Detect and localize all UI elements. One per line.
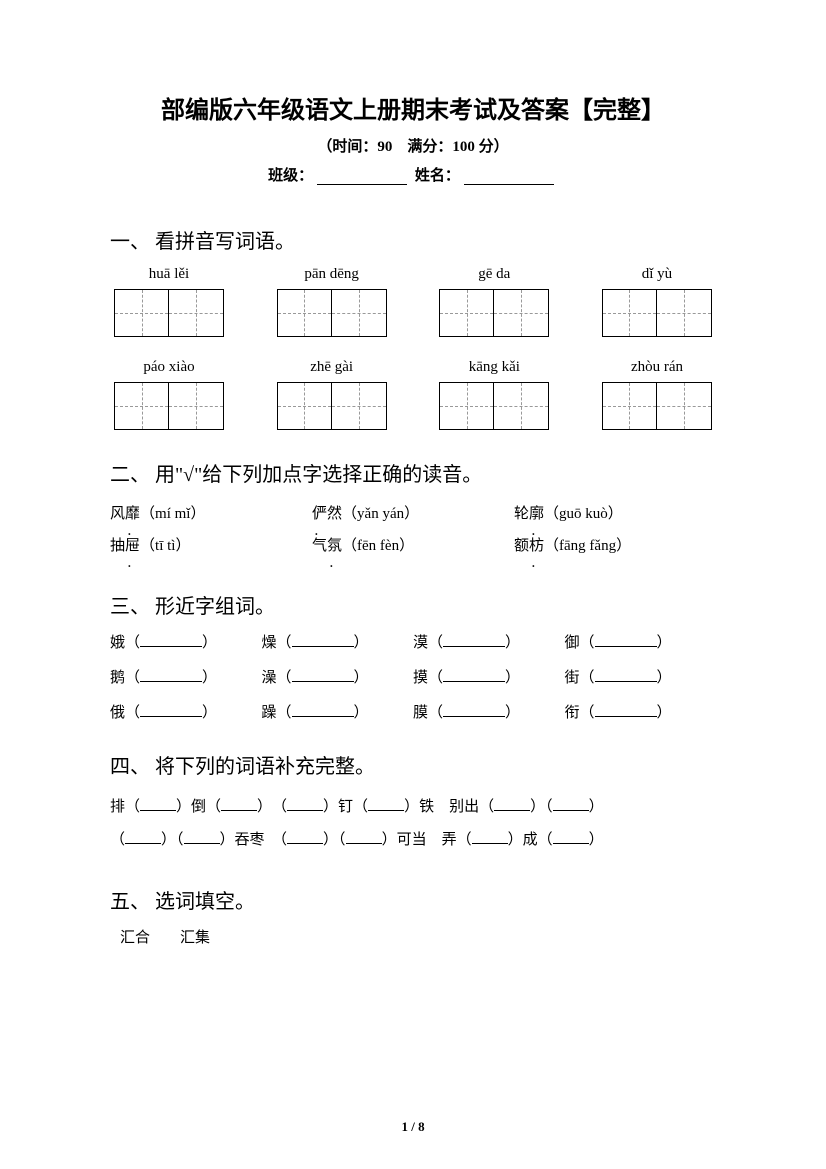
fill-blank[interactable] (443, 703, 505, 717)
fill-blank[interactable] (443, 633, 505, 647)
section-2-heading: 二、 用"√"给下列加点字选择正确的读音。 (110, 458, 716, 487)
pinyin-label: kāng kǎi (439, 359, 549, 376)
q3-item: 俄（） (110, 701, 262, 722)
char-box[interactable] (602, 289, 712, 337)
fill-blank[interactable] (292, 703, 354, 717)
fill-blank[interactable] (292, 668, 354, 682)
name-label: 姓名： (415, 168, 460, 184)
q5-words: 汇合 汇集 (120, 926, 716, 947)
q2-item: 轮廓（guō kuò） (514, 499, 716, 531)
fill-blank[interactable] (287, 830, 323, 844)
fill-blank[interactable] (472, 830, 508, 844)
q3-item: 摸（） (413, 666, 565, 687)
name-blank[interactable] (464, 169, 554, 185)
q2-row-1: 风靡（mí mǐ） 俨然（yǎn yán） 轮廓（guō kuò） (110, 499, 716, 531)
q3-row: 俄（） 躁（） 膜（） 衔（） (110, 701, 716, 722)
fill-blank[interactable] (346, 830, 382, 844)
char-box[interactable] (439, 289, 549, 337)
fill-blank[interactable] (140, 668, 202, 682)
pinyin-label: gē da (439, 266, 549, 283)
fill-blank[interactable] (595, 633, 657, 647)
student-meta: 班级： 姓名： (110, 164, 716, 185)
q3-item: 燥（） (262, 631, 414, 652)
char-box[interactable] (114, 289, 224, 337)
q3-item: 膜（） (413, 701, 565, 722)
pinyin-label: zhòu rán (602, 359, 712, 376)
section-5-heading: 五、 选词填空。 (110, 885, 716, 914)
fill-blank[interactable] (140, 703, 202, 717)
page-sep: / (408, 1119, 418, 1134)
q3-item: 躁（） (262, 701, 414, 722)
char-box-row-1 (110, 289, 716, 337)
char-box-row-2 (110, 382, 716, 430)
fill-blank[interactable] (368, 797, 404, 811)
pinyin-label: dǐ yù (602, 266, 712, 283)
fill-blank[interactable] (125, 830, 161, 844)
q2-row-2: 抽屉（tī tì） 气氛（fēn fèn） 额枋（fāng fǎng） (110, 531, 716, 563)
char-box[interactable] (277, 289, 387, 337)
q3-item: 娥（） (110, 631, 262, 652)
q4-line-2: （）（）吞枣 （）（）可当 弄（）成（） (110, 824, 716, 857)
q3-item: 鹅（） (110, 666, 262, 687)
pinyin-label: zhē gài (277, 359, 387, 376)
exam-subtitle: （时间：90 满分：100 分） (110, 135, 716, 156)
pinyin-row-2: páo xiào zhē gài kāng kǎi zhòu rán (110, 359, 716, 376)
section-3-heading: 三、 形近字组词。 (110, 590, 716, 619)
pinyin-label: páo xiào (114, 359, 224, 376)
fill-blank[interactable] (443, 668, 505, 682)
fill-blank[interactable] (595, 668, 657, 682)
char-box[interactable] (602, 382, 712, 430)
char-box[interactable] (114, 382, 224, 430)
fill-blank[interactable] (184, 830, 220, 844)
char-box[interactable] (277, 382, 387, 430)
q3-item: 街（） (565, 666, 717, 687)
page-footer: 1 / 8 (0, 1119, 826, 1135)
q3-row: 鹅（） 澡（） 摸（） 街（） (110, 666, 716, 687)
fill-blank[interactable] (140, 797, 176, 811)
section-1-heading: 一、 看拼音写词语。 (110, 225, 716, 254)
q2-item: 抽屉（tī tì） (110, 531, 312, 563)
class-blank[interactable] (317, 169, 407, 185)
q3-item: 澡（） (262, 666, 414, 687)
fill-blank[interactable] (140, 633, 202, 647)
class-label: 班级： (268, 168, 313, 184)
pinyin-label: pān dēng (277, 266, 387, 283)
fill-blank[interactable] (221, 797, 257, 811)
char-box[interactable] (439, 382, 549, 430)
fill-blank[interactable] (292, 633, 354, 647)
section-4-heading: 四、 将下列的词语补充完整。 (110, 750, 716, 779)
q3-item: 衔（） (565, 701, 717, 722)
q2-item: 俨然（yǎn yán） (312, 499, 514, 531)
fill-blank[interactable] (287, 797, 323, 811)
fill-blank[interactable] (595, 703, 657, 717)
fill-blank[interactable] (553, 797, 589, 811)
q2-item: 气氛（fēn fèn） (312, 531, 514, 563)
q3-item: 漠（） (413, 631, 565, 652)
pinyin-row-1: huā lěi pān dēng gē da dǐ yù (110, 266, 716, 283)
q2-item: 额枋（fāng fǎng） (514, 531, 716, 563)
q3-row: 娥（） 燥（） 漠（） 御（） (110, 631, 716, 652)
fill-blank[interactable] (553, 830, 589, 844)
fill-blank[interactable] (494, 797, 530, 811)
pinyin-label: huā lěi (114, 266, 224, 283)
q2-item: 风靡（mí mǐ） (110, 499, 312, 531)
q4-line-1: 排（）倒（） （）钉（）铁 别出（）（） (110, 791, 716, 824)
page-total: 8 (418, 1119, 425, 1134)
exam-page: 部编版六年级语文上册期末考试及答案【完整】 （时间：90 满分：100 分） 班… (0, 0, 826, 1169)
exam-title: 部编版六年级语文上册期末考试及答案【完整】 (110, 90, 716, 125)
q3-item: 御（） (565, 631, 717, 652)
